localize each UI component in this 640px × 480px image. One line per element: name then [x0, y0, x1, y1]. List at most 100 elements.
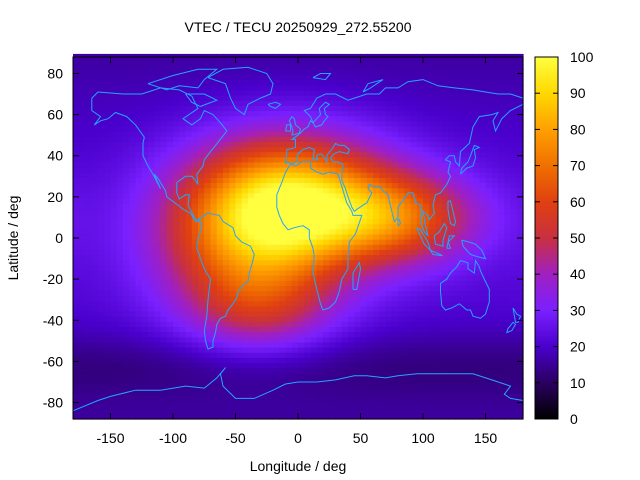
heatmap-cell — [285, 228, 293, 235]
heatmap-cell — [204, 115, 212, 122]
heatmap-cell — [191, 146, 199, 153]
heatmap-cell — [335, 172, 343, 178]
heatmap-cell — [516, 151, 524, 158]
heatmap-cell — [279, 167, 287, 173]
heatmap-cell — [354, 115, 362, 122]
heatmap-cell — [329, 84, 337, 91]
heatmap-cell — [366, 362, 374, 369]
heatmap-cell — [335, 125, 343, 132]
heatmap-cell — [473, 223, 480, 230]
heatmap-cell — [354, 239, 362, 245]
heatmap-cell — [448, 331, 455, 338]
heatmap-cell — [179, 383, 187, 389]
heatmap-cell — [241, 275, 249, 281]
heatmap-cell — [398, 64, 405, 70]
heatmap-cell — [229, 74, 237, 81]
heatmap-cell — [266, 326, 274, 333]
heatmap-cell — [135, 197, 143, 204]
heatmap-cell — [223, 125, 230, 132]
heatmap-cell — [85, 275, 93, 281]
heatmap-cell — [91, 172, 99, 178]
heatmap-cell — [473, 120, 480, 127]
heatmap-cell — [373, 316, 380, 322]
heatmap-cell — [79, 228, 87, 235]
heatmap-cell — [316, 177, 324, 184]
heatmap-cell — [260, 95, 268, 101]
heatmap-cell — [166, 218, 174, 225]
heatmap-cell — [460, 228, 468, 235]
heatmap-cell — [285, 249, 293, 256]
heatmap-cell — [416, 187, 424, 194]
heatmap-cell — [154, 336, 162, 343]
heatmap-cell — [198, 203, 205, 209]
heatmap-cell — [185, 125, 193, 132]
heatmap-cell — [266, 100, 274, 106]
heatmap-cell — [198, 290, 205, 297]
heatmap-cell — [454, 131, 462, 137]
heatmap-cell — [448, 305, 455, 312]
heatmap-cell — [498, 285, 505, 292]
heatmap-cell — [423, 275, 430, 281]
heatmap-cell — [154, 95, 162, 101]
heatmap-cell — [423, 383, 430, 389]
heatmap-cell — [73, 115, 80, 122]
heatmap-cell — [504, 244, 512, 250]
heatmap-cell — [385, 244, 393, 250]
heatmap-cell — [410, 352, 418, 358]
heatmap-cell — [379, 321, 387, 328]
heatmap-cell — [154, 228, 162, 235]
heatmap-cell — [304, 280, 312, 286]
heatmap-cell — [229, 161, 237, 168]
heatmap-cell — [410, 239, 418, 245]
heatmap-cell — [129, 177, 137, 184]
heatmap-cell — [391, 357, 399, 364]
heatmap-cell — [198, 254, 205, 261]
heatmap-cell — [91, 280, 99, 286]
heatmap-cell — [373, 383, 380, 389]
heatmap-cell — [348, 125, 355, 132]
heatmap-cell — [166, 341, 174, 348]
heatmap-cell — [404, 233, 412, 240]
heatmap-cell — [398, 95, 405, 101]
heatmap-cell — [298, 100, 305, 106]
heatmap-cell — [223, 182, 230, 189]
heatmap-cell — [204, 321, 212, 328]
heatmap-cell — [210, 316, 218, 322]
heatmap-cell — [198, 321, 205, 328]
heatmap-cell — [285, 141, 293, 148]
heatmap-cell — [460, 357, 468, 364]
heatmap-cell — [485, 326, 493, 333]
heatmap-cell — [298, 79, 305, 86]
heatmap-cell — [441, 182, 449, 189]
heatmap-cell — [154, 167, 162, 173]
heatmap-cell — [166, 161, 174, 168]
heatmap-cell — [198, 383, 205, 389]
heatmap-cell — [129, 367, 137, 374]
heatmap-cell — [273, 120, 280, 127]
heatmap-cell — [366, 100, 374, 106]
heatmap-cell — [235, 275, 243, 281]
heatmap-cell — [241, 316, 249, 322]
heatmap-cell — [335, 228, 343, 235]
heatmap-cell — [104, 69, 112, 76]
heatmap-cell — [366, 218, 374, 225]
heatmap-cell — [273, 321, 280, 328]
heatmap-cell — [235, 64, 243, 70]
heatmap-cell — [104, 74, 112, 81]
heatmap-cell — [310, 269, 318, 276]
heatmap-cell — [466, 269, 474, 276]
heatmap-cell — [473, 398, 480, 405]
heatmap-cell — [173, 311, 180, 317]
heatmap-cell — [348, 239, 355, 245]
heatmap-cell — [316, 408, 324, 415]
heatmap-cell — [360, 383, 368, 389]
heatmap-cell — [173, 79, 180, 86]
heatmap-cell — [223, 120, 230, 127]
heatmap-cell — [216, 223, 224, 230]
heatmap-cell — [373, 275, 380, 281]
heatmap-cell — [454, 239, 462, 245]
heatmap-cell — [73, 259, 80, 266]
heatmap-cell — [354, 341, 362, 348]
heatmap-cell — [116, 69, 124, 76]
